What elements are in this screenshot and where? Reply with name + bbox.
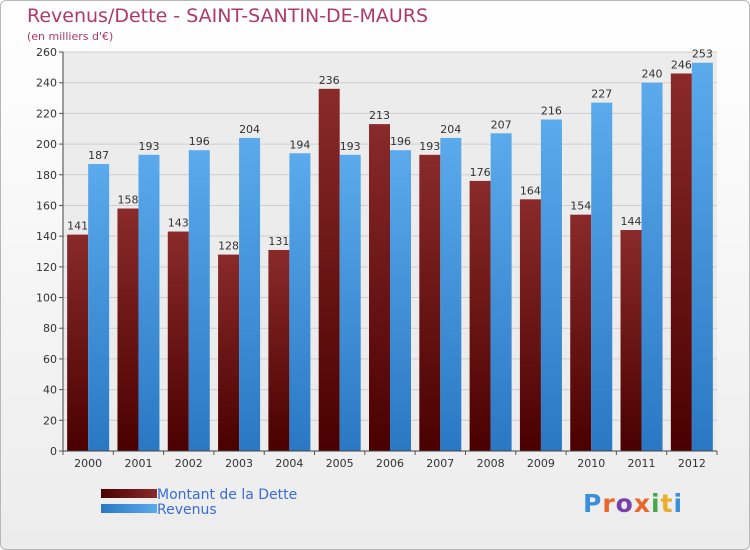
bar (419, 154, 441, 452)
x-tick-label: 2004 (275, 457, 303, 470)
bar-value-label: 164 (520, 184, 541, 197)
bar-value-label: 253 (692, 48, 713, 61)
legend-swatch-dette (101, 489, 157, 498)
legend-label-dette: Montant de la Dette (157, 487, 298, 503)
bar-value-label: 187 (88, 149, 109, 162)
x-tick-label: 2007 (426, 457, 454, 470)
y-tick-label: 60 (43, 353, 57, 366)
x-tick-label: 2000 (74, 457, 102, 470)
y-tick-label: 200 (36, 138, 57, 151)
value-labels-layer: 1411871581931431961282041311942361932131… (67, 48, 713, 253)
bar-value-label: 154 (570, 200, 591, 213)
bar-value-label: 158 (117, 194, 138, 207)
bar-value-label: 204 (239, 123, 260, 136)
bar (620, 230, 642, 451)
y-tick-label: 80 (43, 322, 57, 335)
bar-value-label: 227 (591, 88, 612, 101)
bar (390, 150, 411, 451)
bar (440, 137, 462, 451)
y-tick-label: 120 (36, 261, 57, 274)
bar-value-label: 216 (541, 105, 562, 118)
bar (67, 234, 89, 451)
x-tick-label: 2008 (477, 457, 505, 470)
bar (88, 164, 110, 451)
x-tick-label: 2009 (527, 457, 555, 470)
bar (540, 119, 562, 452)
logo-letter: r (602, 489, 616, 518)
bar (339, 154, 361, 452)
bar (188, 150, 210, 451)
y-tick-label: 260 (36, 46, 57, 59)
bar (670, 73, 692, 451)
x-tick-label: 2002 (175, 457, 203, 470)
bar (167, 231, 189, 451)
bar (469, 180, 491, 451)
bar-value-label: 240 (642, 68, 663, 81)
y-tick-label: 100 (36, 292, 57, 305)
bar-value-label: 193 (138, 140, 159, 153)
bar-value-label: 144 (621, 215, 642, 228)
bar-value-label: 204 (440, 123, 461, 136)
logo-letter: i (673, 489, 684, 518)
bar-value-label: 193 (419, 140, 440, 153)
proxiti-logo: Proxiti (583, 489, 683, 518)
x-tick-label: 2003 (225, 457, 253, 470)
bar-value-label: 141 (67, 220, 88, 233)
bar-value-label: 196 (390, 135, 411, 148)
y-tick-label: 180 (36, 169, 57, 182)
x-tick-label: 2011 (628, 457, 656, 470)
bar (570, 214, 592, 451)
bar-value-label: 128 (218, 240, 239, 253)
bar (369, 124, 390, 451)
logo-letter: o (615, 489, 634, 518)
y-tick-label: 140 (36, 230, 57, 243)
bar-value-label: 236 (319, 74, 340, 87)
bar-value-label: 143 (168, 217, 189, 230)
logo-letter: P (583, 489, 603, 518)
bar (117, 208, 139, 451)
bar-value-label: 131 (268, 235, 289, 248)
chart-title: Revenus/Dette - SAINT-SANTIN-DE-MAURS (27, 5, 429, 27)
logo-letter: t (660, 489, 674, 518)
y-tick-label: 240 (36, 77, 57, 90)
bar (490, 133, 512, 452)
bar (591, 102, 613, 452)
bar-value-label: 213 (369, 109, 390, 122)
bar-value-label: 194 (289, 138, 310, 151)
legend-label-revenus: Revenus (157, 502, 217, 518)
y-tick-label: 160 (36, 199, 57, 212)
axis-layer: 0 20 40 60 80 100 120 140 160 180 200 220 240 260 2000… (36, 46, 718, 470)
bar-value-label: 196 (189, 135, 210, 148)
x-tick-label: 2005 (326, 457, 354, 470)
legend-swatch-revenus (101, 504, 157, 513)
bar (318, 88, 340, 451)
y-tick-label: 20 (43, 414, 57, 427)
y-tick-label: 40 (43, 384, 57, 397)
bars-layer (67, 62, 713, 452)
logo-letter: x (633, 489, 651, 518)
x-tick-label: 2010 (577, 457, 605, 470)
logo-letter: i (651, 489, 661, 518)
x-tick-label: 2012 (678, 457, 706, 470)
x-tick-label: 2006 (376, 457, 404, 470)
bar-value-label: 176 (470, 166, 491, 179)
bar-value-label: 246 (671, 58, 692, 71)
bar (641, 82, 663, 451)
y-tick-label: 220 (36, 107, 57, 120)
bar (138, 154, 160, 452)
x-tick-label: 2001 (124, 457, 152, 470)
bar-value-label: 193 (340, 140, 361, 153)
chart-subtitle: (en milliers d'€) (27, 30, 114, 43)
bar-value-label: 207 (491, 118, 512, 131)
bar (519, 199, 541, 451)
bar (691, 62, 713, 451)
bar (268, 249, 290, 451)
bar (218, 254, 240, 451)
bar (289, 153, 311, 452)
y-tick-label: 0 (50, 445, 57, 458)
bar (239, 137, 261, 451)
